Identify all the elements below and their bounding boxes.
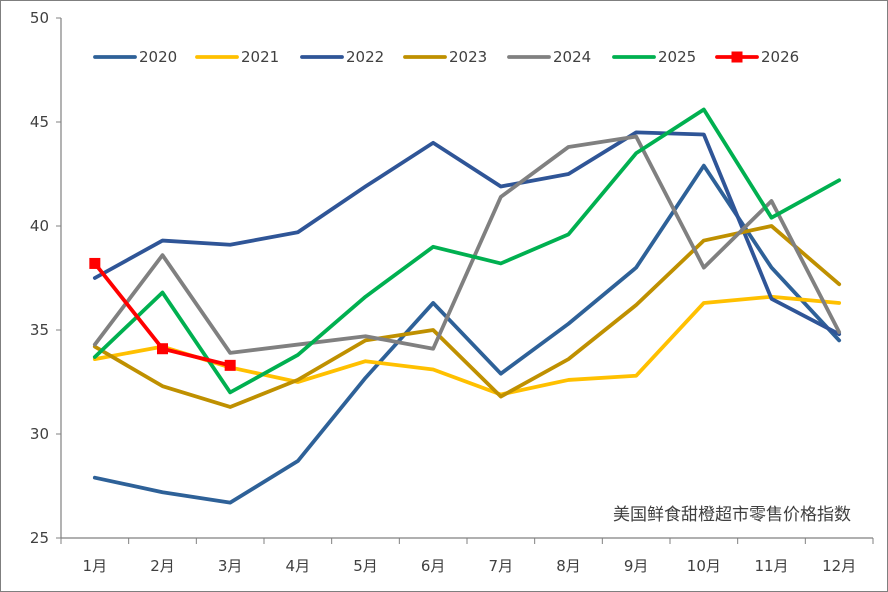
series-2022 [92,130,842,337]
legend-marker [731,51,743,63]
legend-item-2025: 2025 [612,48,696,66]
series-line [92,107,842,395]
axes: 25 30 35 40 45 50 1月 2月 3月 4月 5月 6月 7月 8月 9月 10月 11月 12月 [30,9,874,575]
y-tick-label: 25 [30,529,49,547]
legend-label: 2020 [139,48,177,66]
series-line [92,130,842,337]
y-tick-label: 40 [30,217,49,235]
series-2026 [89,257,236,371]
legend-label: 2025 [658,48,696,66]
x-tick-label: 1月 [83,557,108,575]
y-tick-label: 50 [30,9,49,27]
legend-item-2023: 2023 [403,48,487,66]
legend-label: 2022 [346,48,384,66]
x-tick-label: 11月 [754,557,788,575]
legend-item-2026: 2026 [715,48,799,66]
series-2025 [92,107,842,395]
series-lines [89,107,842,505]
legend-label: 2024 [553,48,591,66]
x-tick-label: 10月 [687,557,721,575]
chart-annotation: 美国鲜食甜橙超市零售价格指数 [613,505,851,525]
x-tick-label: 8月 [556,557,581,575]
x-tick-label: 3月 [218,557,243,575]
legend-item-2021: 2021 [195,48,279,66]
data-point-marker [224,359,236,371]
legend-label: 2021 [241,48,279,66]
series-line [92,224,842,409]
legend-item-2020: 2020 [93,48,177,66]
legend: 2020 2021 2022 2023 2024 2025 2026 [93,48,799,66]
data-point-marker [157,343,168,355]
x-tick-label: 5月 [353,557,378,575]
x-tick-label: 9月 [624,557,649,575]
series-2024 [92,134,842,355]
x-tick-label: 12月 [822,557,856,575]
series-2023 [92,224,842,409]
series-line [92,294,842,397]
legend-label: 2023 [449,48,487,66]
series-2021 [92,294,842,397]
series-line [92,163,842,505]
data-point-marker [89,257,101,269]
y-tick-label: 45 [30,113,49,131]
x-tick-label: 4月 [286,557,311,575]
legend-item-2024: 2024 [507,48,591,66]
series-line [92,134,842,355]
series-2020 [92,163,842,505]
x-tick-label: 6月 [421,557,446,575]
y-tick-label: 30 [30,425,49,443]
legend-label: 2026 [761,48,799,66]
y-tick-label: 35 [30,321,49,339]
legend-item-2022: 2022 [300,48,384,66]
x-tick-label: 2月 [150,557,175,575]
x-tick-label: 7月 [489,557,514,575]
